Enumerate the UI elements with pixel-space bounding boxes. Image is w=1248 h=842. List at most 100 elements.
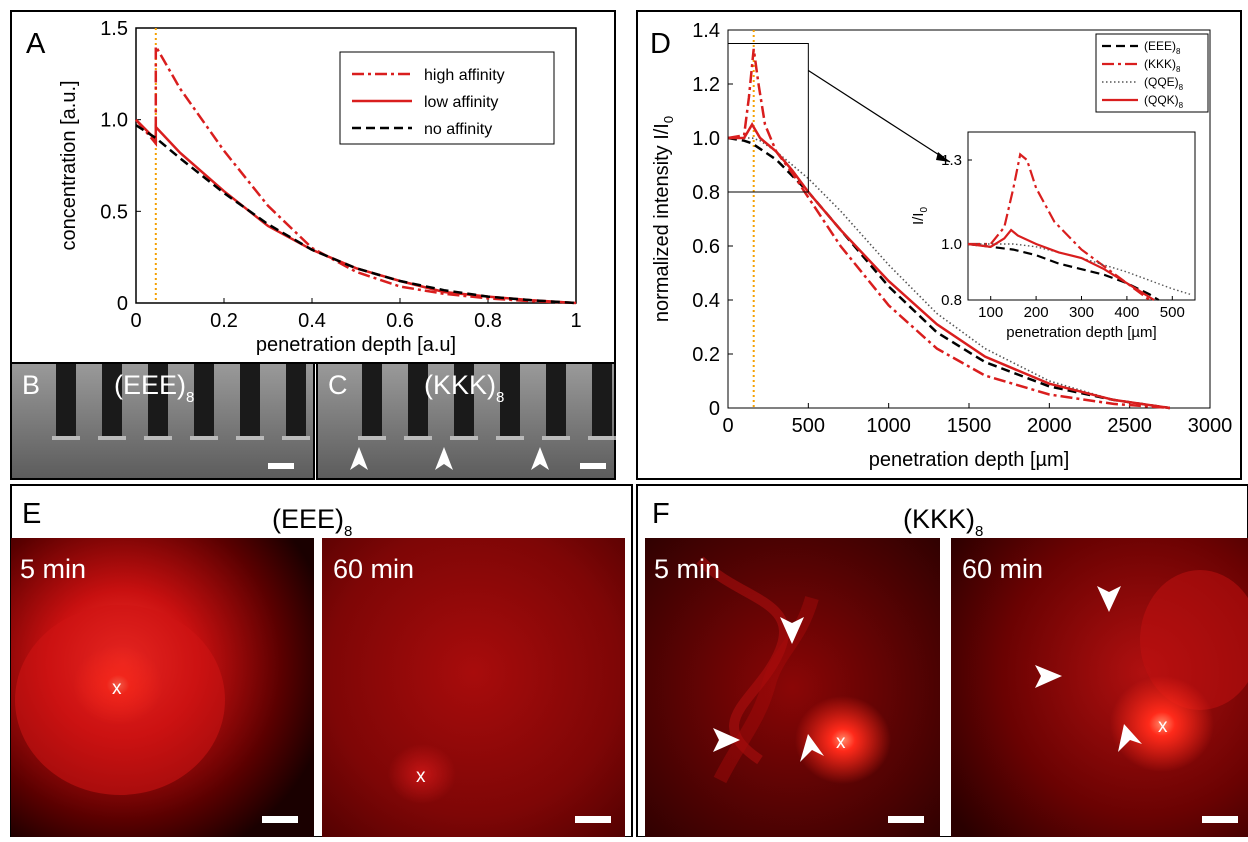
y-tick-label: 0 [117,293,128,315]
series-line-highaffinity [135,41,577,305]
x-tick-label: 1500 [947,415,992,437]
inset-chart: 100 200 300 400 500 0.8 1.0 1.3 penetration dept… [910,131,1196,341]
x-axis-label: penetration depth [a.u] [256,334,456,356]
pillar-edge [52,436,80,440]
pillar [56,364,76,436]
eee8-label-b: (EEE)8 [114,370,194,406]
panel-e-letter: E [22,498,41,530]
scale-bar [888,816,924,823]
legend-label: no affinity [424,121,492,138]
y-axis-label: concentration [a.u.] [58,80,80,250]
legend-label-subscript: 8 [1179,101,1184,110]
inset-y-axis-label-subscript: 0 [919,207,930,213]
chart-d: 0 500 1000 1500 2000 2500 300000.20.40.60.81.0… [651,20,1232,471]
y-tick-label: 1.2 [692,74,720,96]
inset-y-tick-label: 1.3 [941,152,962,169]
y-tick-label: 1.0 [692,128,720,150]
x-axis-label: penetration depth [µm] [869,449,1070,471]
injection-site-mark: x [836,732,846,753]
time-label-5min: 5 min [654,554,720,584]
panel-b-letter: B [22,370,40,400]
scale-bar [1202,816,1238,823]
sem-image-b: B (EEE)8 [10,362,315,480]
series-line-qqe [728,137,1170,409]
y-axis-label: normalized intensity I/I0 [651,116,676,322]
y-tick-label: 0.5 [100,201,128,223]
legend: (EEE)8(KKK)8(QQE)8(QQK)8 [1095,33,1209,113]
pillar [240,364,260,436]
inset-y-tick-label: 0.8 [941,292,962,309]
legend-label: (KKK)8 [1144,57,1181,74]
x-tick-label: 500 [792,415,825,437]
arrow-up-icon [350,447,368,470]
pillar-edge [588,436,616,440]
arrow-right-icon [713,728,740,752]
injection-site-mark: x [1158,716,1168,737]
zoom-box [727,43,809,193]
series-line-qqk [967,228,1155,301]
scale-bar [268,463,294,469]
series-line-lowaffinity [135,118,577,305]
arrow-up-left-icon [800,734,824,762]
arrow-up-left-icon [1118,724,1142,752]
y-tick-label: 0.4 [692,290,720,312]
eee8-label-e: (EEE)8 [272,504,352,540]
pillar [454,364,474,436]
pillar [408,364,428,436]
legend-label: (EEE)8 [1144,39,1181,56]
x-tick-label: 2500 [1107,415,1152,437]
inset-plot-area [967,131,1196,301]
micrograph-f-60min: 60 min x [951,538,1248,837]
zoom-arrow-line [808,69,951,163]
pillar-edge [404,436,432,440]
inset-x-tick-label: 100 [978,304,1003,321]
y-tick-label: 1.0 [100,110,128,132]
arrow-head-icon [936,152,950,162]
pillar [102,364,122,436]
x-tick-label: 0.8 [474,310,502,332]
pillar-edge [98,436,126,440]
time-label-60min: 60 min [962,554,1043,584]
panel-d-letter: D [650,28,671,60]
pillar-edge [236,436,264,440]
micrograph-e-60min: 60 min x [322,538,625,837]
x-tick-label: 0.4 [298,310,326,332]
x-tick-label: 0.6 [386,310,414,332]
legend-label: (QQE)8 [1144,75,1184,92]
y-tick-label: 0.2 [692,344,720,366]
y-tick-label: 1.5 [100,18,128,40]
legend-label: high affinity [424,67,505,84]
pillar-edge [190,436,218,440]
injection-site-mark: x [416,766,426,787]
arrow-down-icon [1097,586,1121,612]
x-tick-label: 1000 [866,415,911,437]
series-line-noaffinity [135,124,577,305]
injection-site-mark: x [112,678,122,699]
inset-y-tick-label: 1.0 [941,236,962,253]
pillar-edge [450,436,478,440]
legend-label-subscript: 8 [1179,83,1184,92]
pillar-edge [358,436,386,440]
pillar [286,364,306,436]
panel-d-frame [636,10,1242,480]
legend-box [339,51,555,145]
x-tick-label: 2000 [1027,415,1072,437]
sem-image-c: C (KKK)8 [316,362,616,480]
scale-bar [575,816,611,823]
x-tick-label: 0 [130,310,141,332]
pillar-edge [496,436,524,440]
pillar [500,364,520,436]
panel-c-letter: C [328,370,348,400]
y-tick-label: 1.4 [692,20,720,42]
pillar-edge [282,436,310,440]
series-line-kkk [968,152,1151,301]
inset-x-tick-label: 400 [1114,304,1139,321]
pillar [546,364,566,436]
pillar [148,364,168,436]
inset-x-tick-label: 200 [1024,304,1049,321]
inset-x-tick-label: 500 [1160,304,1185,321]
series-line-kkk [727,48,1170,410]
kkk8-label-c: (KKK)8 [424,370,504,406]
x-tick-label: 0.2 [210,310,238,332]
